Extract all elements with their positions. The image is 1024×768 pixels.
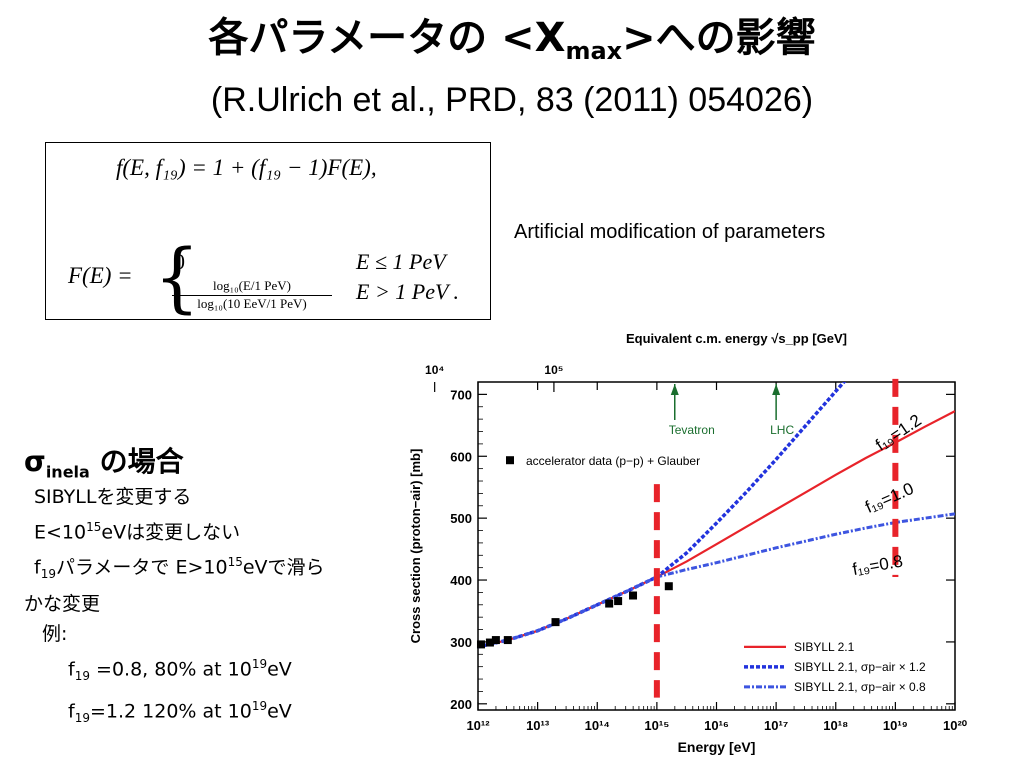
- legend-point-marker: [506, 456, 514, 465]
- y-tick-label: 400: [450, 573, 472, 588]
- text-line-2: E<1015eVは変更しない: [34, 519, 241, 543]
- text-line-5: 例:: [42, 623, 68, 646]
- top-tick-label: 10⁵: [544, 363, 563, 377]
- case1-value: 0: [174, 249, 185, 274]
- equation-line-1: f(E, f₁₉) = 1 + (f₁₉ − 1)F(E),: [116, 155, 377, 180]
- data-point: [551, 618, 560, 627]
- legend-point-label: accelerator data (p−p) + Glauber: [526, 454, 700, 468]
- data-point: [476, 640, 485, 649]
- y-tick-label: 300: [450, 635, 472, 650]
- y-tick-label: 700: [450, 387, 472, 402]
- series-line: [478, 382, 847, 649]
- annotation-arrow-head: [670, 384, 679, 395]
- reference-subtitle: (R.Ulrich et al., PRD, 83 (2011) 054026): [210, 81, 814, 119]
- data-point: [503, 636, 512, 645]
- note-text: Artificial modification of parameters: [514, 221, 826, 243]
- text-line-6: f19 =0.8, 80% at 1019eV: [68, 657, 292, 684]
- x-axis-label: Energy [eV]: [678, 739, 756, 755]
- legend-label: SIBYLL 2.1, σp−air × 0.8: [794, 680, 926, 694]
- data-point: [485, 638, 494, 647]
- x-tick-label: 10¹⁷: [764, 718, 788, 733]
- data-point: [605, 599, 614, 608]
- x-tick-label: 10²⁰: [943, 718, 968, 733]
- text-line-1: SIBYLLを変更する: [34, 485, 192, 508]
- legend-label: SIBYLL 2.1, σp−air × 1.2: [794, 660, 926, 674]
- top-axis-label: Equivalent c.m. energy √s_pp [GeV]: [626, 331, 847, 346]
- brace-symbol: {: [154, 232, 200, 322]
- x-tick-label: 10¹⁸: [823, 718, 848, 733]
- x-tick-label: 10¹²: [466, 718, 490, 733]
- y-tick-label: 500: [450, 511, 472, 526]
- annotation-arrow-head: [772, 384, 781, 395]
- chart-svg: 10¹² 10¹³ 10¹⁴ 10¹⁵ 10¹⁶ 10¹⁷ 10¹⁸ 10¹⁹ 10²⁰ 200 3…: [187, 331, 968, 755]
- data-point: [614, 597, 623, 606]
- page-title: 各パラメータの <Xmax>への影響: [208, 15, 816, 65]
- fraction-numerator: log₁₀(E/1 PeV): [172, 278, 332, 296]
- annotation-label: Tevatron: [669, 423, 715, 437]
- curve-label: f₁₉=0.8: [851, 551, 904, 579]
- text-line-3: f19パラメータで E>1015eVで滑ら: [34, 554, 325, 582]
- case2-fraction: log₁₀(E/1 PeV) log₁₀(10 EeV/1 PeV): [172, 278, 332, 312]
- legend-label: SIBYLL 2.1: [794, 640, 855, 654]
- left-text-block: σinela の場合 SIBYLLを変更する E<1015eVは変更しない f1…: [24, 440, 325, 733]
- data-point: [629, 591, 638, 600]
- annotation-label: LHC: [770, 423, 794, 437]
- y-tick-label: 200: [450, 697, 472, 712]
- x-tick-label: 10¹⁵: [644, 718, 669, 733]
- data-point: [664, 582, 673, 591]
- cross-section-chart: 10¹² 10¹³ 10¹⁴ 10¹⁵ 10¹⁶ 10¹⁷ 10¹⁸ 10¹⁹ 10²⁰ 200 3…: [187, 330, 1010, 762]
- fraction-denominator: log₁₀(10 EeV/1 PeV): [197, 296, 307, 311]
- y-axis-label: Cross section (proton−air) [mb]: [408, 449, 423, 644]
- equation-box: f(E, f₁₉) = 1 + (f₁₉ − 1)F(E), F(E) = { …: [45, 142, 491, 320]
- equation-lhs: F(E) =: [68, 263, 133, 288]
- x-tick-label: 10¹³: [526, 718, 550, 733]
- data-point: [491, 636, 500, 645]
- sigma-heading: σinela の場合: [24, 445, 184, 482]
- x-tick-label: 10¹⁹: [883, 718, 908, 733]
- curve-label: f₁₉=1.0: [862, 479, 916, 517]
- text-line-4: かな変更: [24, 593, 101, 616]
- curve-label: f₁₉=1.2: [872, 410, 925, 454]
- top-tick-label: 10⁴: [425, 363, 444, 377]
- case1-condition: E ≤ 1 PeV: [356, 249, 446, 274]
- x-tick-label: 10¹⁴: [585, 718, 610, 733]
- text-line-7: f19=1.2 120% at 1019eV: [68, 699, 292, 726]
- series-line: [478, 512, 955, 649]
- y-tick-label: 600: [450, 449, 472, 464]
- case2-condition: E > 1 PeV .: [356, 279, 460, 304]
- x-tick-label: 10¹⁶: [704, 718, 729, 733]
